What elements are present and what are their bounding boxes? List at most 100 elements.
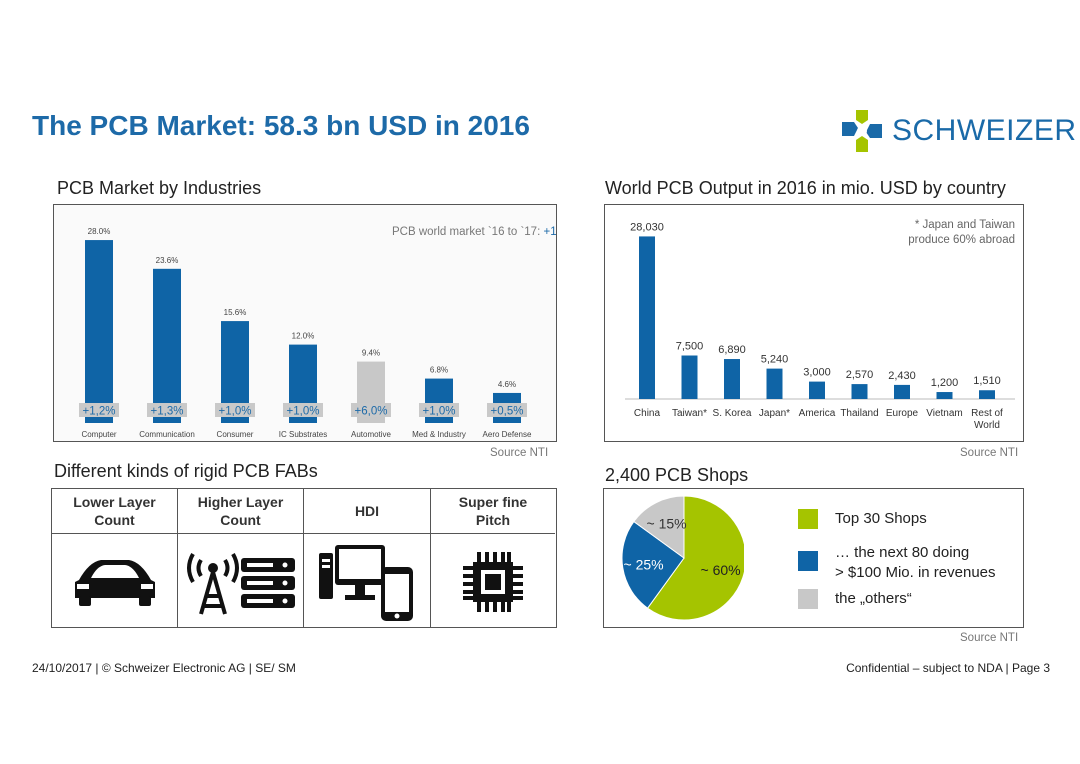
country-bar bbox=[851, 384, 868, 399]
legend-top30-label: Top 30 Shops bbox=[835, 510, 927, 527]
growth-label: +6,0% bbox=[355, 406, 388, 418]
country-category-label: China bbox=[634, 408, 661, 419]
country-category-label: Taiwan* bbox=[672, 408, 707, 419]
industry-category-label: Computer bbox=[81, 430, 116, 439]
growth-badge bbox=[215, 403, 255, 417]
country-value-label: 2,430 bbox=[888, 370, 916, 382]
industry-value-label: 4.6% bbox=[498, 380, 516, 389]
industry-value-label: 15.6% bbox=[224, 308, 247, 317]
page-title: The PCB Market: 58.3 bn USD in 2016 bbox=[32, 110, 530, 141]
industries-chart-panel: PCB world market `16 to `17: +1,7% 28.0%… bbox=[53, 204, 557, 442]
logo-mark-icon bbox=[842, 110, 882, 152]
shops-panel: ~ 60% ~ 25% ~ 15% Top 30 Shops … the next … bbox=[603, 488, 1024, 628]
country-source: Source NTI bbox=[960, 447, 1019, 459]
country-value-label: 1,200 bbox=[931, 377, 959, 389]
fab-column-higher-layer: Higher Layer Count bbox=[178, 489, 304, 627]
industry-category-label: Automotive bbox=[351, 430, 392, 439]
country-bar-chart: * Japan and Taiwan produce 60% abroad 28… bbox=[625, 219, 1015, 431]
logo-text: SCHWEIZER bbox=[892, 114, 1077, 147]
industry-value-label: 28.0% bbox=[88, 227, 111, 236]
fab-column-hdi: HDI bbox=[304, 489, 431, 627]
country-value-label: 6,890 bbox=[718, 344, 746, 356]
footer-right: Confidential – subject to NDA | Page 3 bbox=[846, 661, 1050, 675]
market-annotation-value: +1,7% bbox=[543, 226, 556, 238]
country-bar bbox=[936, 392, 953, 399]
country-bar bbox=[979, 390, 995, 399]
country-value-label: 1,510 bbox=[973, 375, 1001, 387]
fab-header: Higher Layer Count bbox=[178, 489, 303, 534]
car-icon bbox=[74, 559, 155, 606]
pie-value-label: ~ 25% bbox=[624, 556, 664, 572]
industry-category-label: Aero Defense bbox=[483, 430, 532, 439]
computer-phone-icon bbox=[319, 544, 413, 621]
fab-header: HDI bbox=[304, 489, 430, 534]
country-title: World PCB Output in 2016 in mio. USD by … bbox=[605, 178, 1006, 198]
growth-label: +0,5% bbox=[491, 406, 524, 418]
industry-value-label: 23.6% bbox=[156, 256, 179, 265]
country-bar bbox=[809, 381, 825, 399]
country-category-label: Vietnam bbox=[926, 408, 963, 419]
growth-badge bbox=[147, 403, 187, 417]
fab-header: Super fine Pitch bbox=[431, 489, 555, 534]
pie-value-label: ~ 15% bbox=[647, 516, 687, 532]
industry-category-label: Med & Industry bbox=[412, 430, 466, 439]
industry-value-label: 6.8% bbox=[430, 366, 448, 375]
pie-slice bbox=[646, 495, 744, 621]
market-annotation-prefix: PCB world market `16 to `17: bbox=[392, 226, 543, 238]
fab-title: Different kinds of rigid PCB FABs bbox=[54, 461, 318, 481]
fab-header-line1: Higher Layer bbox=[197, 494, 284, 510]
legend-next80: … the next 80 doing > $100 Mio. in reven… bbox=[835, 543, 996, 583]
country-bar bbox=[724, 359, 740, 399]
legend-next80-line2: > $100 Mio. in revenues bbox=[835, 564, 996, 581]
growth-badge bbox=[419, 403, 459, 417]
industries-source: Source NTI bbox=[490, 447, 549, 459]
growth-label: +1,3% bbox=[151, 406, 184, 418]
country-value-label: 28,030 bbox=[630, 221, 664, 233]
fab-table: Lower Layer Count Higher Layer Count bbox=[51, 488, 557, 628]
country-bar bbox=[766, 368, 783, 399]
fab-header-line1: HDI bbox=[354, 503, 380, 519]
legend-swatch-top30 bbox=[798, 509, 818, 529]
country-value-label: 3,000 bbox=[803, 367, 831, 379]
industry-value-label: 9.4% bbox=[362, 349, 380, 358]
growth-label: +1,2% bbox=[83, 406, 116, 418]
legend-top30: Top 30 Shops bbox=[835, 509, 927, 529]
footer-left: 24/10/2017 | © Schweizer Electronic AG |… bbox=[32, 661, 296, 675]
fab-header-line2: Count bbox=[220, 512, 261, 528]
industry-category-label: Consumer bbox=[217, 430, 254, 439]
country-category-label: Japan* bbox=[759, 408, 790, 419]
industry-category-label: Communication bbox=[139, 430, 195, 439]
country-category-label: Thailand bbox=[840, 408, 878, 419]
growth-badge bbox=[351, 403, 391, 417]
fab-header-line1: Lower Layer bbox=[73, 494, 156, 510]
country-bar bbox=[894, 384, 910, 399]
country-note-line2: produce 60% abroad bbox=[908, 234, 1015, 246]
legend-others-label: the „others“ bbox=[835, 590, 912, 607]
country-category-label: Europe bbox=[886, 408, 919, 419]
country-category-label: World bbox=[974, 420, 1000, 431]
industry-value-label: 12.0% bbox=[292, 332, 315, 341]
growth-label: +1,0% bbox=[219, 406, 252, 418]
growth-label: +1,0% bbox=[423, 406, 456, 418]
pie-slice bbox=[621, 520, 685, 609]
fab-header-line1: Super fine bbox=[458, 494, 528, 510]
growth-badge bbox=[79, 403, 119, 417]
shops-pie-chart: ~ 60% ~ 25% ~ 15% bbox=[621, 495, 744, 621]
country-note-line1: * Japan and Taiwan bbox=[915, 219, 1015, 231]
industry-bar bbox=[153, 268, 181, 423]
legend-next80-line1: … the next 80 doing bbox=[835, 544, 970, 561]
fab-column-super-fine-pitch: Super fine Pitch bbox=[431, 489, 555, 627]
industries-title: PCB Market by Industries bbox=[57, 178, 262, 198]
country-bar bbox=[639, 236, 655, 399]
growth-badge bbox=[283, 403, 323, 417]
pie-slice bbox=[633, 495, 685, 559]
country-value-label: 5,240 bbox=[761, 354, 789, 366]
industry-bar bbox=[85, 240, 113, 423]
country-chart-panel: * Japan and Taiwan produce 60% abroad 28… bbox=[604, 204, 1024, 442]
legend-swatch-others bbox=[798, 589, 818, 609]
market-annotation: PCB world market `16 to `17: +1,7% bbox=[392, 226, 556, 238]
fab-header-line2: Count bbox=[94, 512, 135, 528]
fab-header-line2: Pitch bbox=[475, 512, 511, 528]
country-category-label: S. Korea bbox=[713, 408, 752, 419]
legend-others: the „others“ bbox=[835, 589, 912, 609]
